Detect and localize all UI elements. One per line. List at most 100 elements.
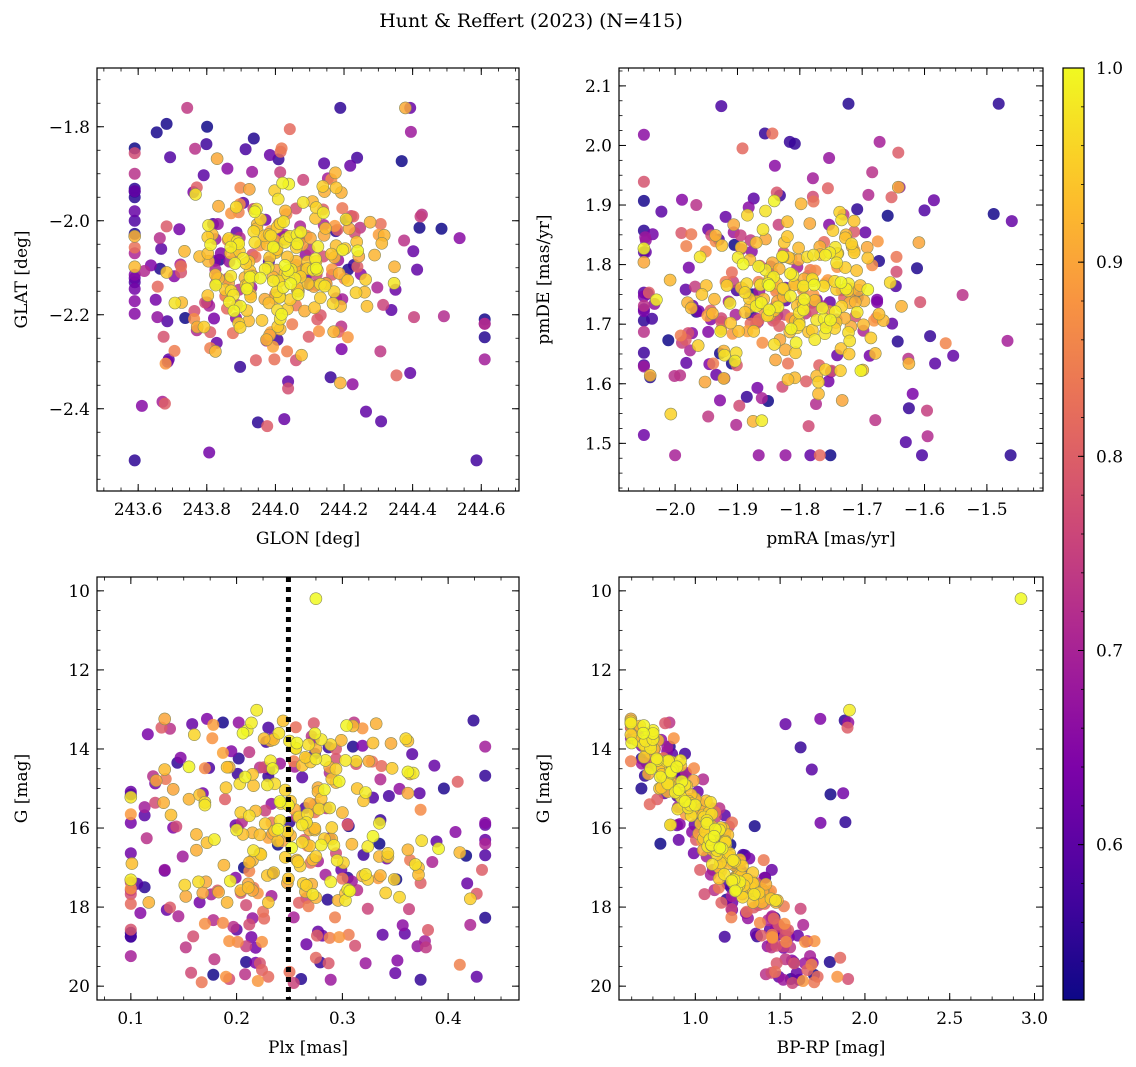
x-tick-label: 243.6	[114, 500, 163, 520]
data-point	[208, 833, 221, 846]
data-point	[479, 769, 492, 782]
data-point	[404, 367, 417, 379]
data-point	[260, 778, 274, 792]
data-point	[174, 751, 187, 764]
colorbar-tick-label: 0.7	[1096, 642, 1123, 662]
data-point	[847, 214, 861, 228]
data-point	[414, 210, 427, 223]
y-tick-label: 12	[590, 661, 612, 681]
data-point	[800, 375, 813, 388]
y-tick-label: 1.6	[585, 375, 612, 395]
data-point	[861, 251, 875, 265]
data-point	[300, 938, 313, 951]
data-point	[134, 907, 147, 919]
data-point	[243, 183, 256, 196]
data-point	[342, 928, 355, 941]
data-point	[289, 721, 302, 734]
data-point	[366, 736, 380, 750]
data-point	[895, 299, 908, 313]
data-point	[230, 200, 243, 214]
data-point	[732, 324, 746, 338]
data-point	[637, 255, 651, 269]
data-point	[411, 263, 424, 276]
data-point	[124, 950, 137, 963]
data-point	[413, 221, 426, 234]
data-point	[387, 276, 401, 290]
data-point	[128, 230, 141, 243]
data-point	[149, 293, 162, 306]
data-point	[266, 240, 280, 254]
data-point	[324, 973, 337, 986]
data-point	[286, 318, 299, 331]
data-point	[715, 239, 729, 252]
data-point	[664, 818, 677, 832]
x-tick-label: −2.0	[654, 500, 695, 520]
data-point	[209, 278, 222, 292]
data-point	[343, 884, 357, 898]
data-point	[153, 232, 166, 245]
data-point	[748, 820, 761, 833]
data-point	[644, 762, 658, 776]
data-point	[812, 387, 825, 401]
data-point	[753, 916, 766, 929]
data-point	[349, 286, 363, 300]
data-point	[637, 128, 650, 141]
data-point	[388, 260, 401, 274]
data-point	[819, 248, 832, 262]
data-point	[375, 760, 388, 772]
data-point	[240, 282, 254, 296]
data-point	[141, 728, 154, 741]
points-cmd	[624, 592, 1028, 989]
data-point	[389, 967, 402, 980]
data-point	[262, 721, 275, 734]
data-point	[714, 324, 727, 338]
data-point	[807, 195, 820, 208]
data-point	[803, 217, 817, 230]
data-point	[282, 382, 295, 395]
data-point	[834, 951, 847, 964]
data-point	[391, 954, 404, 967]
data-point	[340, 719, 353, 732]
data-point	[170, 820, 183, 833]
axes-frame	[96, 67, 520, 492]
data-point	[861, 283, 875, 296]
data-point	[291, 288, 305, 301]
data-point	[329, 166, 342, 180]
data-point	[379, 886, 393, 900]
data-point	[779, 718, 792, 731]
data-point	[247, 844, 260, 857]
data-point	[422, 924, 434, 936]
data-point	[797, 303, 810, 317]
data-point	[883, 276, 897, 289]
data-point	[637, 299, 650, 312]
data-point	[822, 375, 835, 388]
data-point	[351, 244, 365, 258]
data-point	[684, 301, 698, 315]
data-point	[859, 226, 872, 239]
data-point	[157, 330, 170, 343]
y-tick-label: −2.0	[49, 212, 90, 232]
data-point	[726, 854, 740, 867]
data-point	[351, 260, 364, 273]
data-point	[715, 896, 728, 909]
data-point	[262, 970, 275, 983]
data-point	[766, 127, 779, 140]
data-point	[201, 120, 214, 133]
data-point	[872, 307, 886, 321]
y-tick-label: −2.4	[49, 400, 90, 420]
data-point	[670, 760, 684, 774]
x-tick-label: 0.2	[223, 1009, 250, 1029]
data-point	[291, 237, 304, 251]
data-point	[866, 166, 879, 179]
y-tick-label: 1.8	[585, 256, 612, 276]
y-tick-label: 18	[68, 898, 90, 918]
data-point	[138, 265, 151, 277]
data-point	[780, 935, 793, 948]
data-point	[778, 917, 791, 930]
data-point	[319, 222, 332, 235]
data-point	[128, 241, 141, 254]
data-point	[643, 798, 656, 811]
data-point	[263, 149, 276, 161]
data-point	[221, 162, 234, 175]
data-point	[302, 900, 315, 913]
